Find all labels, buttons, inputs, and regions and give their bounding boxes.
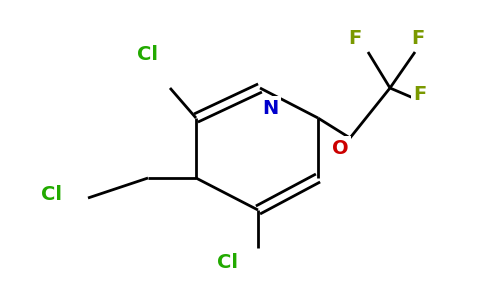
- Text: O: O: [332, 139, 348, 158]
- Text: F: F: [411, 28, 424, 47]
- Text: Cl: Cl: [137, 46, 158, 64]
- Text: F: F: [413, 85, 426, 104]
- Text: N: N: [262, 98, 278, 118]
- Text: Cl: Cl: [217, 253, 239, 272]
- Text: Cl: Cl: [42, 185, 62, 205]
- Text: F: F: [348, 28, 362, 47]
